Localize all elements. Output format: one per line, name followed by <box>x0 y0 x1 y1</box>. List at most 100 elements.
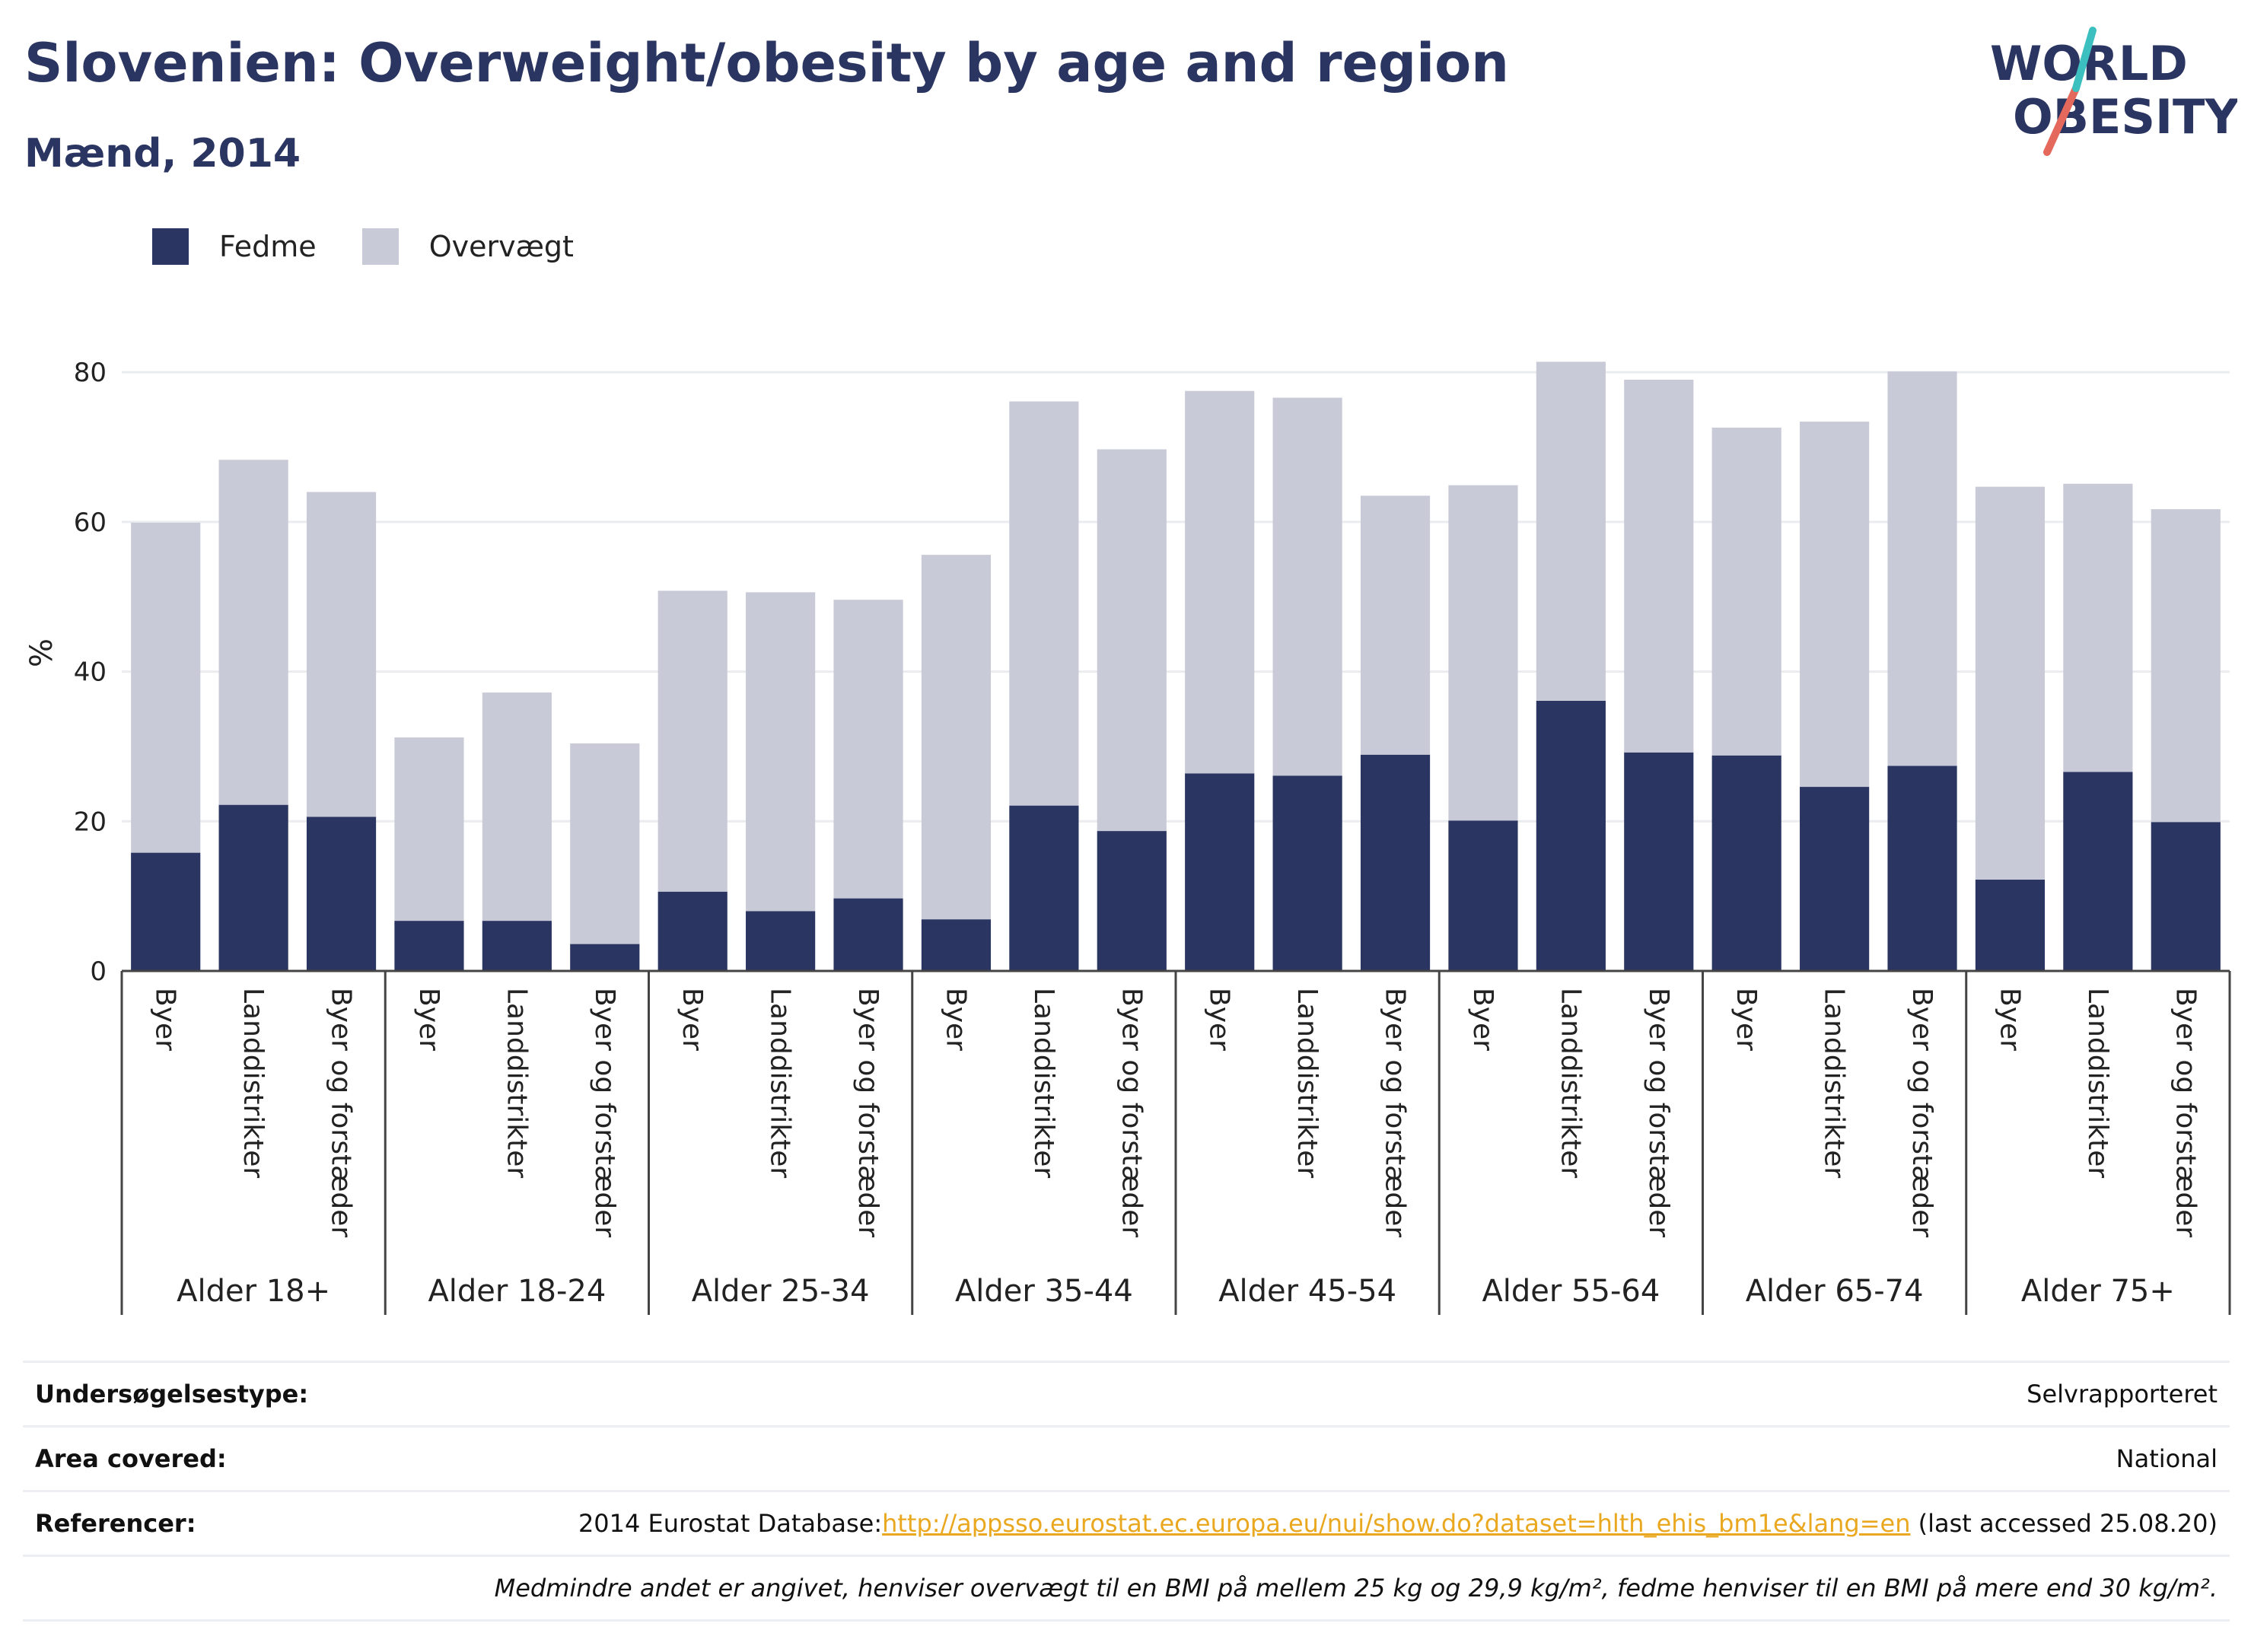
legend-label-overvaegt: Overvægt <box>428 230 574 263</box>
y-tick-label: 40 <box>74 657 107 688</box>
info-row-note: Medmindre andet er angivet, henviser ove… <box>23 1555 2230 1622</box>
bar-overvaegt <box>394 737 464 921</box>
category-label: Byer <box>150 988 181 1051</box>
y-axis-title: % <box>24 638 59 667</box>
survey-type-key: Undersøgelsestype: <box>35 1380 309 1408</box>
group-label: Alder 18+ <box>177 1274 330 1309</box>
group-label: Alder 25-34 <box>692 1274 870 1309</box>
bar-fedme <box>1009 805 1079 971</box>
group-label: Alder 35-44 <box>955 1274 1133 1309</box>
legend-swatch-overvaegt <box>361 228 399 265</box>
category-label: Byer <box>1730 988 1762 1051</box>
category-label: Landdistrikter <box>2082 988 2113 1178</box>
bar-fedme <box>746 911 816 971</box>
legend-item-fedme[interactable]: Fedme <box>152 228 317 265</box>
stacked-bar-chart: 0 20 40 60 80% Byer Landdistrikter Byer og fors… <box>24 358 2231 1315</box>
bar-fedme <box>2063 772 2133 971</box>
category-label: Byer <box>940 988 971 1051</box>
legend-swatch-fedme <box>152 228 189 265</box>
bar-overvaegt <box>1009 401 1079 806</box>
bar-fedme <box>570 944 640 971</box>
category-label: Byer <box>1994 988 2025 1051</box>
bar-fedme <box>1975 880 2046 971</box>
references-key: Referencer: <box>35 1509 196 1538</box>
info-table: Undersøgelsestype: Selvrapporteret Area … <box>23 1361 2230 1622</box>
page-subtitle: Mænd, 2014 <box>24 131 301 177</box>
category-label: Byer og forstæder <box>852 988 884 1237</box>
bar-overvaegt <box>1185 390 1255 774</box>
bar-overvaegt <box>218 460 288 805</box>
bar-fedme <box>131 852 201 971</box>
category-label: Byer og forstæder <box>1380 988 1411 1237</box>
bar-fedme <box>1536 700 1606 971</box>
category-label: Byer og forstæder <box>2170 988 2201 1237</box>
category-label: Landdistrikter <box>1555 988 1586 1178</box>
category-label: Landdistrikter <box>1028 988 1059 1178</box>
group-label: Alder 65-74 <box>1746 1274 1924 1309</box>
bar-overvaegt <box>1536 361 1606 701</box>
bar-fedme <box>1097 831 1167 971</box>
info-row-references: Referencer: 2014 Eurostat Database:http:… <box>23 1490 2230 1555</box>
y-tick-label: 0 <box>90 957 107 987</box>
bar-overvaegt <box>482 692 552 921</box>
logo-slash-coral <box>2043 84 2080 156</box>
category-label: Byer <box>677 988 708 1051</box>
group-label: Alder 18-24 <box>428 1274 606 1309</box>
category-label: Byer og forstæder <box>589 988 620 1237</box>
bar-overvaegt <box>2151 509 2221 823</box>
category-label: Byer og forstæder <box>1906 988 1937 1237</box>
chart-legend: Fedme Overvægt <box>152 227 619 266</box>
area-value: National <box>2116 1444 2218 1473</box>
bar-overvaegt <box>1711 427 1781 756</box>
legend-item-overvaegt[interactable]: Overvægt <box>361 228 574 265</box>
bar-fedme <box>833 898 903 971</box>
bmi-note: Medmindre andet er angivet, henviser ove… <box>494 1574 2218 1603</box>
bar-fedme <box>1185 773 1255 971</box>
bar-fedme <box>218 804 288 971</box>
references-link[interactable]: http://appsso.eurostat.ec.europa.eu/nui/… <box>882 1509 1911 1538</box>
references-value: 2014 Eurostat Database:http://appsso.eur… <box>578 1509 2230 1538</box>
group-label: Alder 75+ <box>2021 1274 2175 1309</box>
bar-overvaegt <box>657 590 728 892</box>
group-label: Alder 55-64 <box>1482 1274 1660 1309</box>
references-suffix: (last accessed 25.08.20) <box>1910 1509 2218 1538</box>
bar-fedme <box>306 816 377 971</box>
bar-overvaegt <box>746 592 816 912</box>
bar-overvaegt <box>1975 486 2046 880</box>
logo-line2: OBESITY <box>2013 89 2237 145</box>
bar-fedme <box>1711 755 1781 971</box>
bar-fedme <box>2151 822 2221 971</box>
bar-fedme <box>1887 766 1957 971</box>
legend-label-fedme: Fedme <box>219 230 317 263</box>
y-tick-label: 60 <box>74 508 107 538</box>
bar-overvaegt <box>306 492 377 817</box>
bar-fedme <box>1272 775 1342 971</box>
bar-fedme <box>921 919 992 971</box>
category-label: Landdistrikter <box>765 988 796 1178</box>
info-row-area: Area covered: National <box>23 1425 2230 1490</box>
y-tick-label: 20 <box>74 807 107 837</box>
survey-type-value: Selvrapporteret <box>2027 1380 2218 1408</box>
category-label: Byer <box>413 988 444 1051</box>
logo-slash-teal <box>2072 27 2097 92</box>
bar-overvaegt <box>1887 371 1957 766</box>
world-obesity-logo: WORLD OBESITY <box>1990 27 2237 156</box>
bar-fedme <box>1624 752 1694 971</box>
references-prefix: 2014 Eurostat Database: <box>578 1509 883 1538</box>
category-label: Landdistrikter <box>237 988 269 1178</box>
category-label: Byer <box>1204 988 1235 1051</box>
category-label: Landdistrikter <box>1819 988 1850 1178</box>
bar-overvaegt <box>2063 483 2133 772</box>
bar-overvaegt <box>1097 449 1167 832</box>
bar-overvaegt <box>1800 422 1870 788</box>
bar-fedme <box>394 921 464 971</box>
bar-overvaegt <box>1360 495 1431 755</box>
bar-overvaegt <box>833 600 903 899</box>
group-label: Alder 45-54 <box>1218 1274 1396 1309</box>
bar-overvaegt <box>1272 397 1342 776</box>
bar-overvaegt <box>1448 485 1518 821</box>
bar-fedme <box>657 891 728 971</box>
bar-overvaegt <box>570 743 640 944</box>
category-label: Byer og forstæder <box>326 988 357 1237</box>
info-row-survey-type: Undersøgelsestype: Selvrapporteret <box>23 1361 2230 1425</box>
